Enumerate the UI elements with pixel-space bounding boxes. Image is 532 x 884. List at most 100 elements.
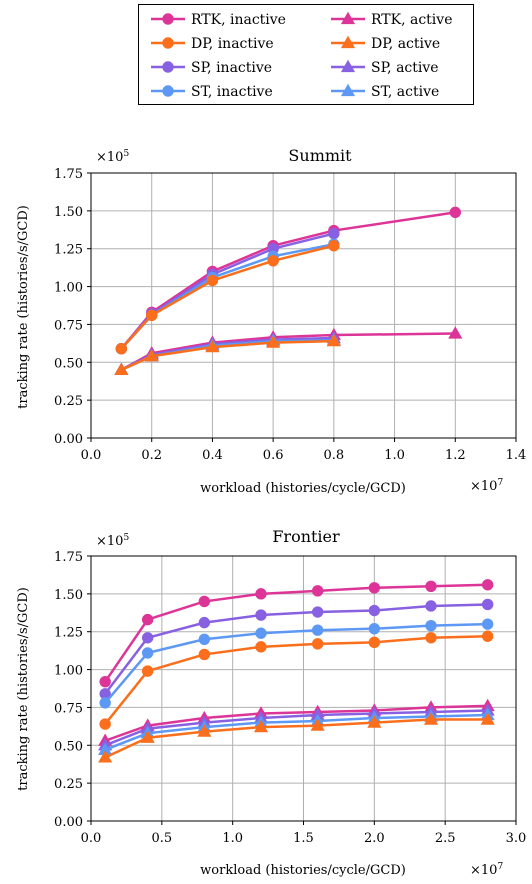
data-point (255, 627, 267, 639)
series-line (120, 244, 335, 350)
data-point (141, 647, 154, 659)
data-point (328, 239, 340, 252)
frontier-x-tick-label: 2.5 (435, 831, 456, 846)
legend-triangle-marker (340, 59, 356, 73)
legend: RTK, inactive DP, inactive SP, inactive ST,… (138, 4, 474, 105)
data-point (266, 335, 281, 348)
legend-circle-marker (162, 61, 174, 73)
data-point (311, 624, 324, 636)
summit-panel: Summit ×105 0.0 0.2 0.4 0.6 0.8 1.0 1.2 1.4 0.00… (16, 146, 526, 496)
legend-label: SP, active (371, 60, 439, 76)
data-point (368, 636, 381, 649)
data-point (267, 255, 279, 267)
data-point (368, 582, 381, 594)
legend-label: RTK, inactive (191, 12, 286, 28)
frontier-x-tick-label: 0.0 (81, 831, 102, 846)
data-point (255, 609, 267, 621)
summit-x-tick-label: 1.0 (384, 448, 405, 463)
data-point (326, 333, 341, 347)
frontier-y-tick-label: 1.00 (54, 664, 83, 679)
frontier-x-tick-label: 3.0 (506, 831, 527, 846)
data-point (146, 309, 158, 322)
summit-title: Summit (288, 146, 352, 165)
data-point (253, 719, 269, 733)
data-point (141, 613, 154, 626)
data-point (115, 342, 128, 355)
data-point (481, 618, 494, 630)
frontier-series-rtk-inactive (99, 579, 494, 688)
data-point (255, 641, 267, 653)
legend-circle-marker (162, 13, 174, 25)
data-point (367, 715, 382, 728)
frontier-y-tick-label: 0.25 (54, 777, 83, 792)
data-point (99, 697, 111, 709)
frontier-x-tick-label: 2.0 (364, 831, 385, 846)
summit-x-tick-label: 1.4 (506, 448, 527, 463)
series-line (104, 713, 488, 751)
summit-y-multiplier: ×105 (96, 149, 129, 165)
frontier-title: Frontier (272, 527, 340, 546)
frontier-y-tick-label: 1.25 (54, 626, 83, 641)
legend-label: RTK, active (371, 12, 452, 28)
series-line (104, 622, 488, 704)
series-line (104, 583, 488, 683)
data-point (448, 326, 463, 339)
summit-y-tick-label: 0.50 (54, 356, 83, 371)
summit-plot-frame (90, 172, 517, 439)
data-point (328, 227, 340, 240)
data-point (99, 675, 111, 688)
data-point (114, 362, 129, 376)
data-point (206, 274, 219, 287)
legend-label: DP, inactive (191, 36, 274, 52)
data-point (311, 585, 324, 597)
data-point (311, 606, 324, 618)
data-point (423, 712, 439, 725)
series-line (104, 603, 488, 695)
legend-entry-sp-active: SP, active (331, 59, 439, 76)
summit-x-tick-label: 0.2 (141, 448, 162, 463)
legend-entry-rtk-inactive: RTK, inactive (151, 12, 286, 28)
summit-y-tick-label: 1.50 (54, 205, 83, 220)
data-point (368, 622, 381, 635)
data-point (311, 638, 324, 650)
summit-x-multiplier: ×107 (470, 478, 503, 494)
summit-x-tick-label: 0.4 (202, 448, 223, 463)
frontier-y-tick-label: 0.50 (54, 739, 83, 754)
frontier-y-tick-label: 1.50 (54, 588, 83, 603)
frontier-y-tick-label: 0.75 (54, 701, 83, 716)
data-point (141, 632, 154, 644)
frontier-y-tick-label: 1.75 (54, 550, 83, 565)
summit-series-sp-active (114, 330, 341, 376)
data-point (481, 630, 494, 642)
legend-circle-marker (162, 37, 174, 49)
frontier-y-multiplier: ×105 (96, 533, 129, 549)
data-point (480, 712, 495, 725)
data-point (425, 580, 437, 592)
summit-y-tick-label: 1.00 (54, 281, 83, 296)
frontier-x-multiplier: ×107 (470, 862, 503, 878)
frontier-series-st-inactive (99, 618, 494, 709)
frontier-x-tick-label: 1.0 (222, 831, 243, 846)
data-point (205, 339, 220, 353)
legend-frame (138, 4, 474, 105)
series-line (120, 242, 335, 350)
summit-y-tick-label: 0.75 (54, 318, 83, 333)
data-point (98, 750, 113, 763)
summit-y-tick-label: 0.25 (54, 394, 83, 409)
data-point (255, 588, 267, 600)
legend-triangle-marker (340, 11, 356, 25)
summit-series-dp-active (114, 333, 341, 376)
legend-label: SP, inactive (191, 60, 272, 76)
summit-y-tick-label: 1.75 (54, 167, 83, 182)
data-point (310, 718, 325, 731)
frontier-y-axis-label: tracking rate (histories/s/GCD) (16, 587, 31, 791)
data-point (198, 595, 211, 608)
legend-entry-rtk-active: RTK, active (331, 11, 452, 28)
series-line (104, 704, 488, 742)
data-point (198, 633, 211, 645)
summit-x-tick-label: 0.0 (81, 448, 102, 463)
frontier-y-tick-label: 0.00 (54, 815, 83, 830)
summit-x-axis-label: workload (histories/cycle/GCD) (200, 481, 406, 496)
frontier-x-tick-label: 0.5 (151, 831, 172, 846)
